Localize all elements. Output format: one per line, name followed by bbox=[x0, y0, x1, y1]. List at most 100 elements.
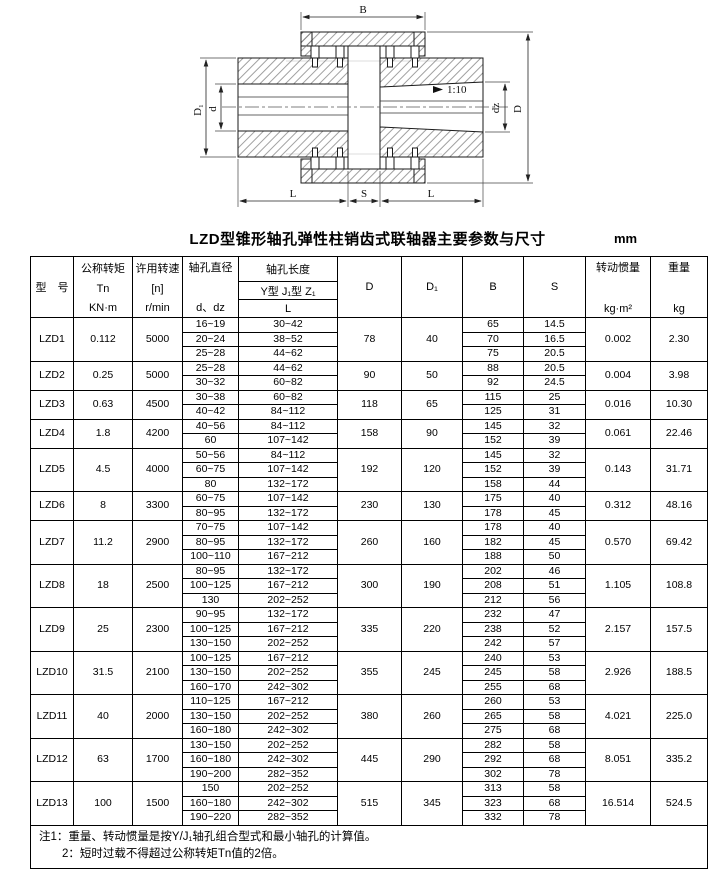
cell-D1: 260 bbox=[401, 694, 463, 739]
table-row: 130~150 202~252 245 58 bbox=[31, 665, 708, 681]
cell-bore-diameter: 100~125 bbox=[182, 650, 239, 666]
cell-speed: 5000 bbox=[132, 317, 183, 362]
cell-S: 68 bbox=[523, 795, 586, 811]
cell-S: 32 bbox=[523, 447, 586, 463]
dim-label-d: d bbox=[207, 106, 219, 112]
cell-S: 44 bbox=[523, 476, 586, 492]
cell-bore-diameter: 160~180 bbox=[182, 723, 239, 739]
cell-model: LZD8 bbox=[30, 563, 74, 608]
cell-torque: 63 bbox=[73, 737, 133, 782]
cell-B: 332 bbox=[462, 810, 524, 826]
cell-speed: 2100 bbox=[132, 650, 183, 695]
cell-S: 57 bbox=[523, 636, 586, 652]
cell-D: 78 bbox=[337, 317, 402, 362]
cell-D1: 160 bbox=[401, 520, 463, 565]
cell-bore-length: 107~142 bbox=[238, 462, 338, 478]
cell-B: 92 bbox=[462, 375, 524, 391]
cell-bore-diameter: 25~28 bbox=[182, 346, 239, 362]
cell-torque: 0.112 bbox=[73, 317, 133, 362]
table-row: LZD5 4.5 4000 50~56 84~112 192 120 145 32 0.143 31… bbox=[30, 447, 708, 492]
cell-bore-diameter: 110~125 bbox=[182, 694, 239, 710]
table-row: LZD7 11.2 2900 70~75 107~142 260 160 178 40 0.570… bbox=[30, 520, 708, 565]
cell-S: 78 bbox=[523, 766, 586, 782]
cell-D1: 290 bbox=[401, 737, 463, 782]
cell-S: 24.5 bbox=[523, 375, 586, 391]
cell-bore-diameter: 60~75 bbox=[182, 462, 239, 478]
cell-bore-diameter: 160~170 bbox=[182, 679, 239, 695]
cell-bore-length: 107~142 bbox=[238, 520, 338, 536]
cell-D: 300 bbox=[337, 563, 402, 608]
cell-B: 208 bbox=[462, 578, 524, 594]
cell-bore-diameter: 150 bbox=[182, 781, 239, 797]
cell-torque: 8 bbox=[73, 491, 133, 521]
cell-bore-diameter: 160~180 bbox=[182, 795, 239, 811]
cell-bore-length: 167~212 bbox=[238, 549, 338, 565]
cell-B: 212 bbox=[462, 592, 524, 608]
cell-torque: 11.2 bbox=[73, 520, 133, 565]
cell-D1: 245 bbox=[401, 650, 463, 695]
cell-weight: 524.5 bbox=[650, 781, 708, 826]
cell-torque: 18 bbox=[73, 563, 133, 608]
cell-bore-length: 132~172 bbox=[238, 505, 338, 521]
cell-bore-diameter: 80~95 bbox=[182, 505, 239, 521]
cell-S: 25 bbox=[523, 389, 586, 405]
sleeve-bottom-band bbox=[300, 168, 426, 184]
table-row: LZD12 63 1700 130~150 202~252 445 290 282 58 8.05… bbox=[30, 737, 708, 782]
cell-torque: 1.8 bbox=[73, 418, 133, 449]
dim-label-D1: D₁ bbox=[192, 104, 204, 116]
cell-B: 145 bbox=[462, 447, 524, 463]
table-row: LZD2 0.25 5000 25~28 44~62 90 50 88 20.5 0.004 3.9… bbox=[30, 360, 708, 391]
cell-speed: 2300 bbox=[132, 607, 183, 652]
cell-S: 31 bbox=[523, 404, 586, 420]
cell-bore-length: 242~302 bbox=[238, 795, 338, 811]
cell-S: 32 bbox=[523, 418, 586, 434]
cell-S: 20.5 bbox=[523, 360, 586, 376]
cell-weight: 335.2 bbox=[650, 737, 708, 782]
col-inertia: 转动惯量 kg·m² bbox=[585, 256, 651, 318]
cell-S: 78 bbox=[523, 810, 586, 826]
cell-S: 45 bbox=[523, 534, 586, 550]
cell-torque: 25 bbox=[73, 607, 133, 652]
col-B: B bbox=[462, 256, 524, 318]
cell-D: 192 bbox=[337, 447, 402, 492]
cell-bore-diameter: 60~75 bbox=[182, 491, 239, 507]
cell-bore-length: 167~212 bbox=[238, 578, 338, 594]
table-row: 130 202~252 212 56 bbox=[31, 592, 708, 608]
sleeve-top-left-cap bbox=[300, 31, 313, 57]
cell-bore-length: 132~172 bbox=[238, 563, 338, 579]
cell-bore-length: 84~112 bbox=[238, 404, 338, 420]
cell-bore-length: 282~352 bbox=[238, 810, 338, 826]
cell-B: 313 bbox=[462, 781, 524, 797]
cell-S: 58 bbox=[523, 737, 586, 753]
col-speed: 许用转速 [n] r/min bbox=[132, 256, 183, 318]
cell-S: 68 bbox=[523, 723, 586, 739]
cell-D1: 50 bbox=[401, 360, 463, 391]
cell-S: 40 bbox=[523, 491, 586, 507]
cell-B: 70 bbox=[462, 331, 524, 347]
table-row: 25~28 44~62 75 20.5 bbox=[31, 346, 708, 362]
cell-B: 240 bbox=[462, 650, 524, 666]
cell-bore-diameter: 130~150 bbox=[182, 665, 239, 681]
cell-D: 380 bbox=[337, 694, 402, 739]
cell-model: LZD11 bbox=[30, 694, 74, 739]
cell-model: LZD7 bbox=[30, 520, 74, 565]
unit-label: mm bbox=[614, 231, 638, 246]
cell-D1: 345 bbox=[401, 781, 463, 826]
cell-S: 39 bbox=[523, 433, 586, 449]
cell-B: 202 bbox=[462, 563, 524, 579]
cell-weight: 10.30 bbox=[650, 389, 708, 420]
dim-label-S: S bbox=[361, 188, 367, 200]
cell-S: 46 bbox=[523, 563, 586, 579]
cell-inertia: 0.143 bbox=[585, 447, 651, 492]
cell-bore-diameter: 40~42 bbox=[182, 404, 239, 420]
cell-S: 53 bbox=[523, 694, 586, 710]
cell-D: 355 bbox=[337, 650, 402, 695]
cell-model: LZD9 bbox=[30, 607, 74, 652]
table-row: LZD11 40 2000 110~125 167~212 380 260 260 53 4.02… bbox=[30, 694, 708, 739]
notes-cell: 注1：重量、转动惯量是按Y/J₁轴孔组合型式和最小轴孔的计算值。 2：短时过载不… bbox=[30, 824, 708, 869]
cell-model: LZD2 bbox=[30, 360, 74, 391]
cell-bore-length: 202~252 bbox=[238, 781, 338, 797]
cell-bore-length: 242~302 bbox=[238, 679, 338, 695]
cell-weight: 48.16 bbox=[650, 491, 708, 521]
cell-torque: 4.5 bbox=[73, 447, 133, 492]
